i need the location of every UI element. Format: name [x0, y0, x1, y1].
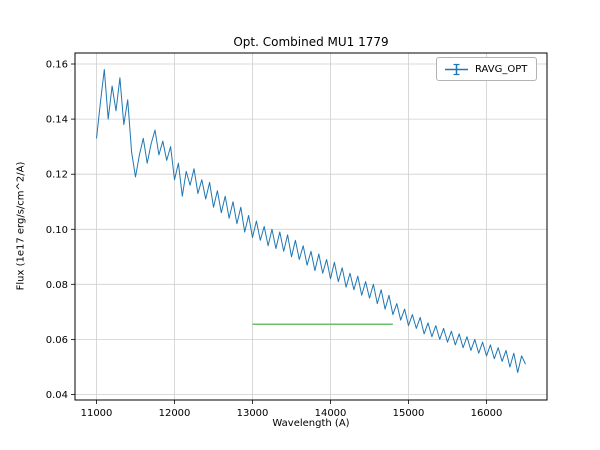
y-axis-label: Flux (1e17 erg/s/cm^2/A)	[15, 161, 27, 291]
x-tick-label: 13000	[237, 408, 269, 419]
legend-label: RAVG_OPT	[475, 63, 528, 75]
legend: RAVG_OPT	[436, 57, 538, 81]
y-tick-label: 0.06	[46, 335, 68, 346]
x-tick-label: 11000	[81, 408, 113, 419]
x-tick-label: 16000	[471, 408, 503, 419]
x-axis-label: Wavelength (A)	[272, 418, 350, 429]
chart-title: Opt. Combined MU1 1779	[233, 35, 389, 49]
RAVG_OPT-line	[96, 69, 526, 373]
x-tick-label: 15000	[393, 408, 425, 419]
y-tick-label: 0.16	[46, 60, 68, 71]
y-tick-label: 0.08	[46, 280, 68, 291]
y-tick-label: 0.12	[46, 170, 68, 181]
y-tick-label: 0.10	[46, 225, 68, 236]
x-tick-label: 12000	[159, 408, 191, 419]
axes-frame	[74, 52, 548, 401]
y-tick-label: 0.14	[46, 115, 68, 126]
x-tick-label: 14000	[315, 408, 347, 419]
errorbar-marker-icon	[444, 63, 469, 76]
y-tick-label: 0.04	[46, 390, 68, 401]
